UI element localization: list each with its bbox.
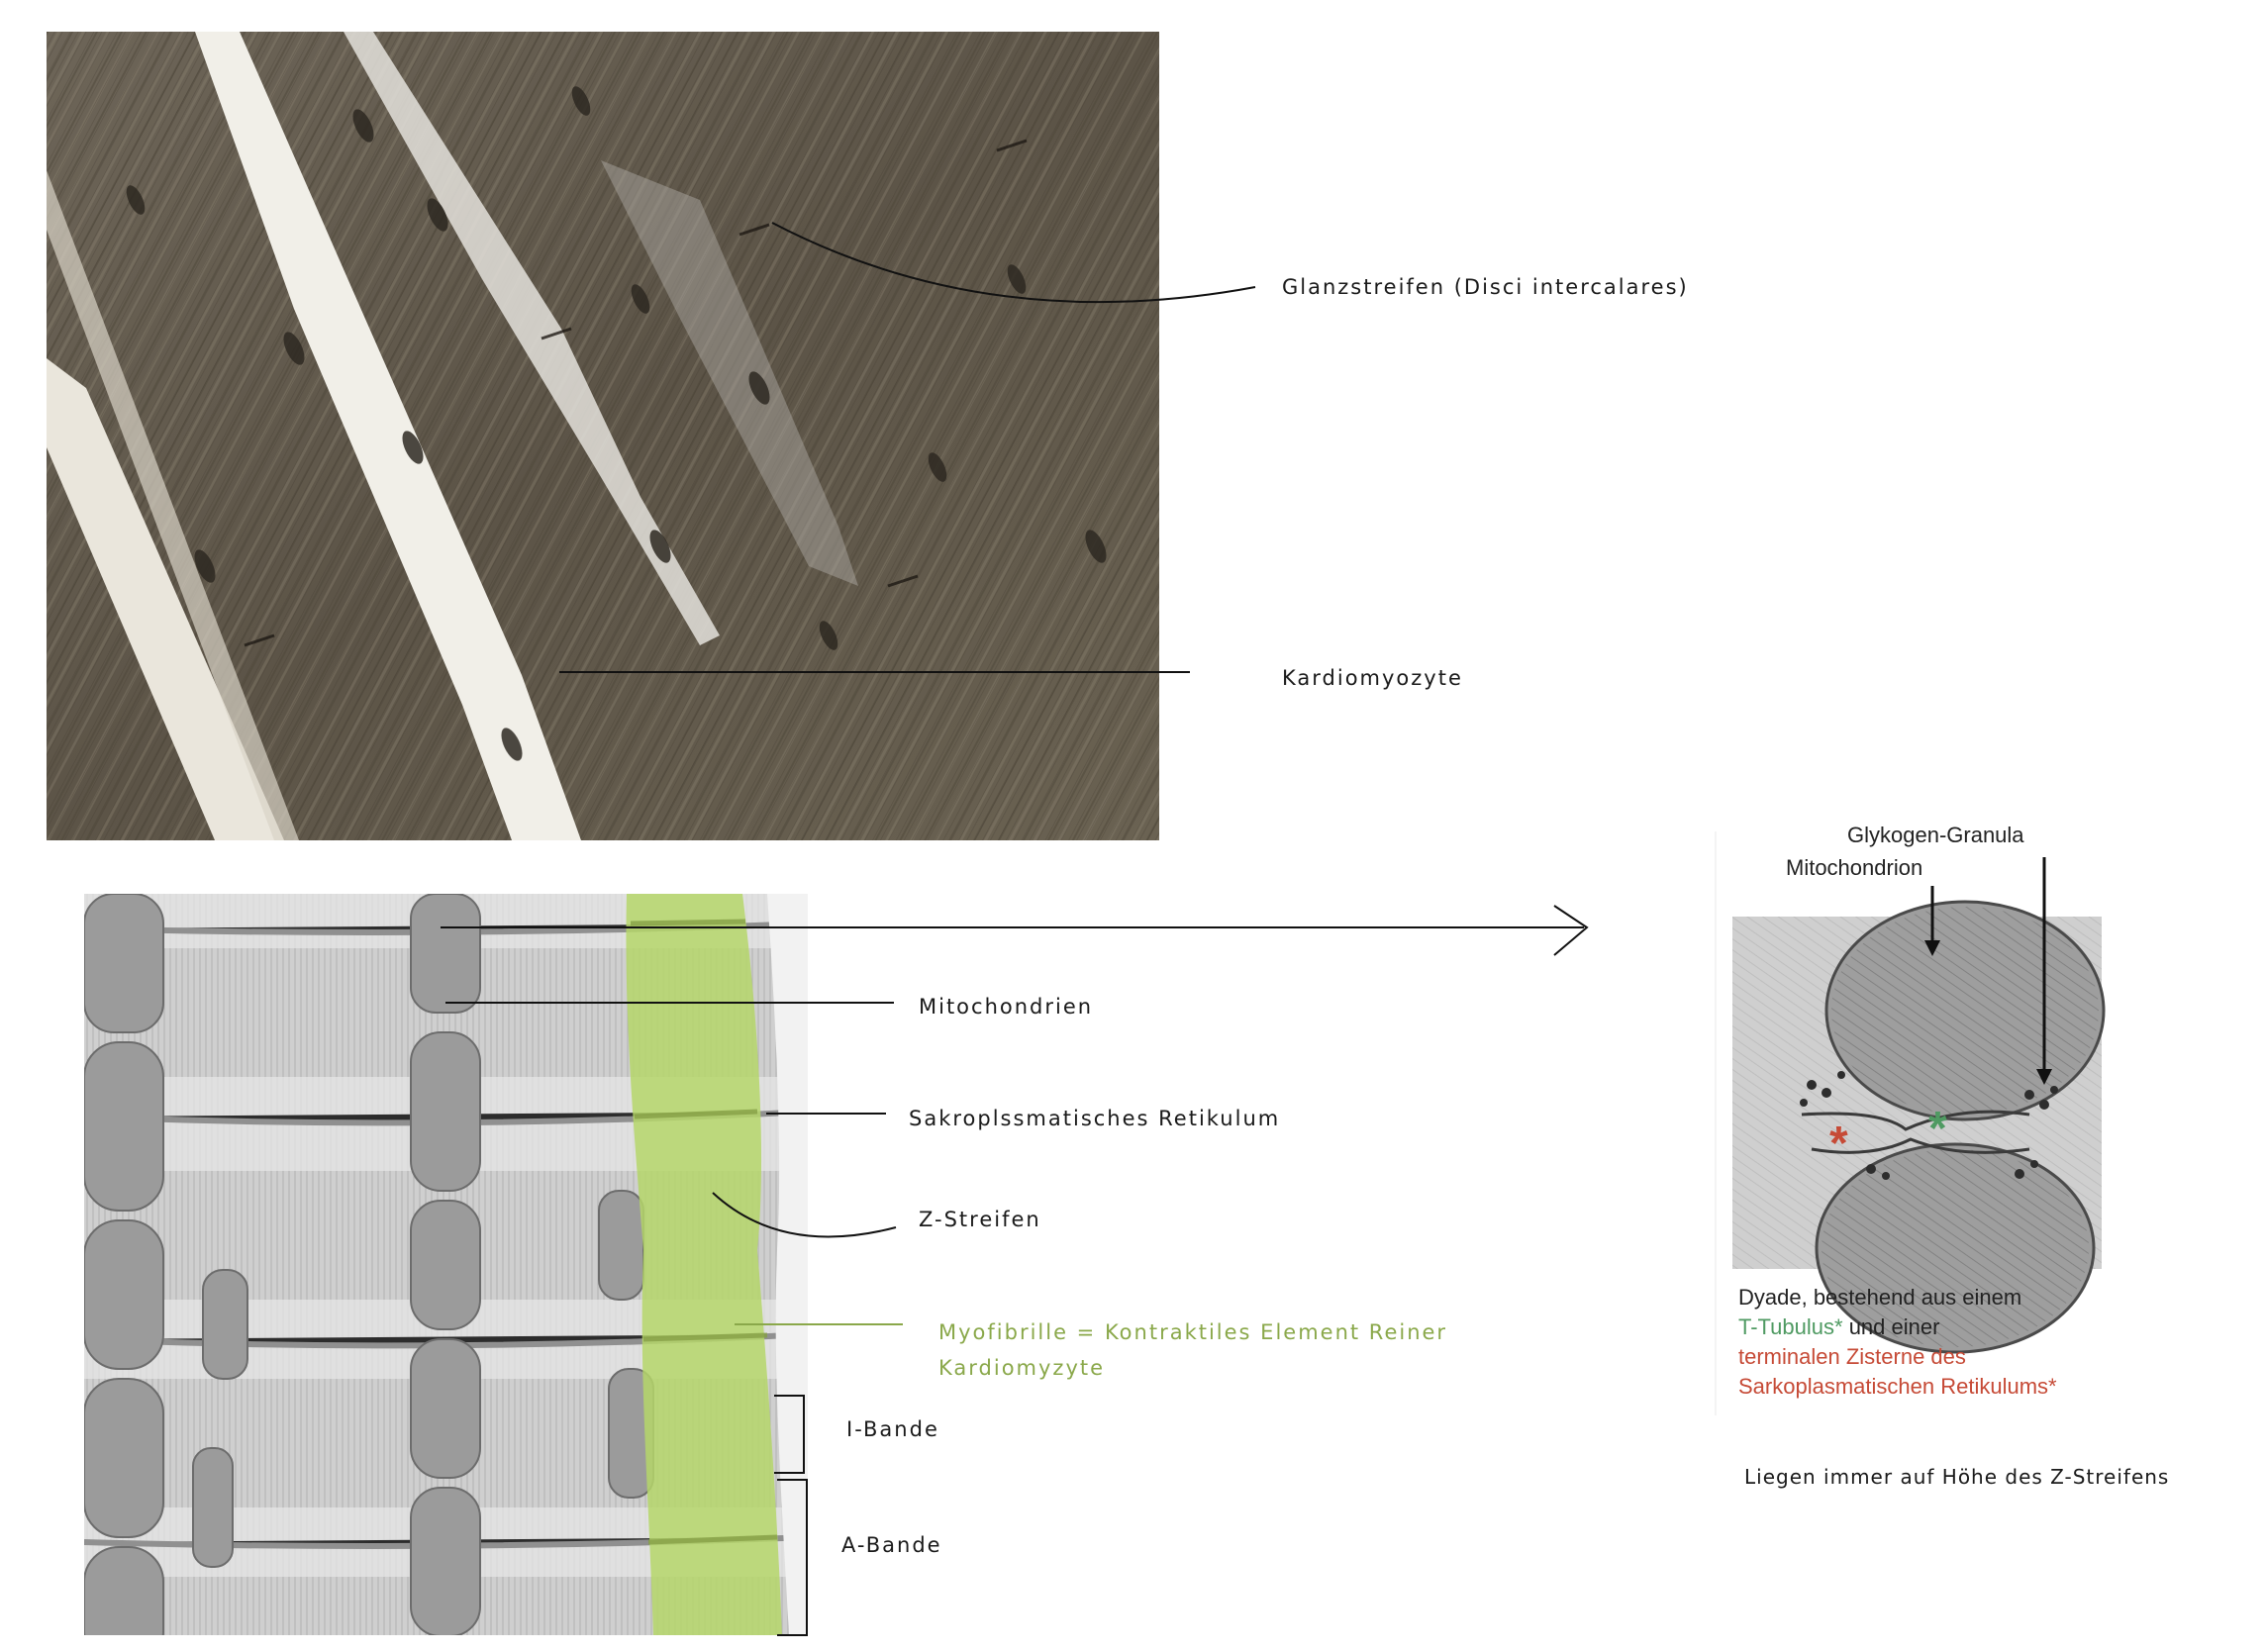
caption-line-2: T-Tubulus* und einer (1738, 1312, 2154, 1342)
label-mitochondrien: Mitochondrien (919, 995, 1094, 1019)
caption-und-einer: und einer (1842, 1314, 1940, 1339)
label-i-bande: I-Bande (846, 1417, 939, 1441)
label-z-streifen-note: Liegen immer auf Höhe des Z-Streifens (1744, 1465, 2170, 1489)
electron-micrograph (84, 894, 808, 1635)
label-z-streifen: Z-Streifen (919, 1208, 1041, 1231)
dyade-caption: Dyade, bestehend aus einem T-Tubulus* un… (1738, 1283, 2154, 1402)
caption-line-1: Dyade, bestehend aus einem (1738, 1285, 2022, 1310)
dyade-micrograph: * * (1732, 900, 2106, 1354)
caption-zisterne: terminalen Zisterne des Sarkoplasmatisch… (1738, 1344, 2057, 1399)
svg-text:*: * (1829, 1118, 1848, 1170)
label-myofibrille: Myofibrille = Kontraktiles Element Reine… (938, 1320, 1448, 1380)
label-kardiomyozyte: Kardiomyozyte (1282, 666, 1463, 690)
label-glanzstreifen: Glanzstreifen (Disci intercalares) (1282, 275, 1689, 299)
label-glykogen-granula: Glykogen-Granula (1847, 823, 2024, 847)
label-mitochondrion: Mitochondrion (1786, 855, 1923, 880)
label-sarkoplasmatisches-retikulum: Sakroplssmatisches Retikulum (909, 1107, 1281, 1130)
label-a-bande: A-Bande (841, 1533, 942, 1557)
caption-t-tubulus: T-Tubulus* (1738, 1314, 1843, 1339)
light-micrograph (47, 32, 1159, 840)
svg-text:*: * (1928, 1103, 1947, 1155)
